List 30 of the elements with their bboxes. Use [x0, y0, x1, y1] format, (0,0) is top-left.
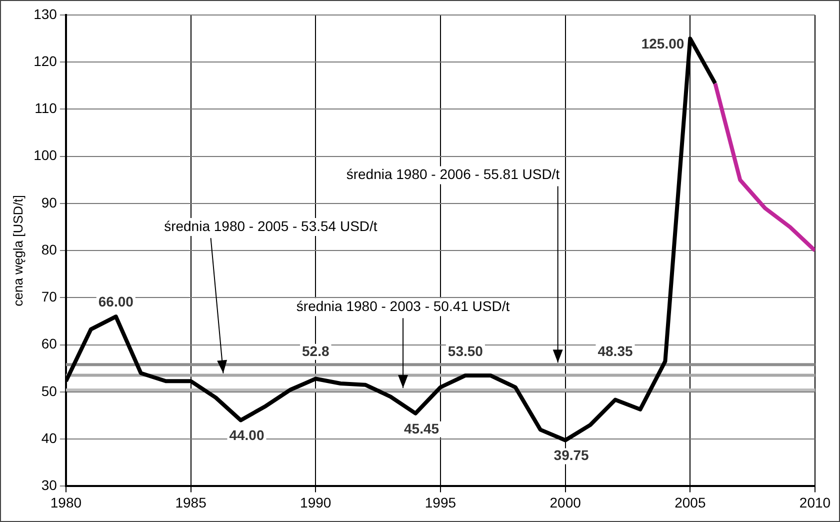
y-tick-label: 100 [34, 147, 58, 164]
data-label: 39.75 [554, 447, 590, 464]
y-tick-label: 110 [34, 100, 58, 116]
data-label: 45.45 [404, 420, 440, 436]
y-tick-label: 90 [41, 194, 58, 210]
y-axis-title: cena węgla [USD/t] [10, 194, 26, 306]
data-label: 66.00 [98, 293, 134, 310]
x-tick-label: 2000 [550, 494, 582, 510]
x-tick-label: 2010 [799, 494, 831, 510]
y-tick-label: 80 [41, 241, 58, 258]
ref-line-label: średnia 1980 - 2003 - 50.41 USD/t [296, 298, 510, 314]
y-tick-label: 130 [34, 6, 58, 22]
x-tick-label: 1990 [300, 494, 332, 510]
data-label: 52.8 [302, 342, 330, 359]
y-tick-label: 40 [41, 430, 58, 446]
x-tick-label: 1995 [424, 494, 456, 510]
ref-line-label: średnia 1980 - 2005 - 53.54 USD/t [164, 218, 378, 234]
data-label: 48.35 [598, 342, 633, 359]
y-tick-label: 30 [41, 477, 58, 494]
y-tick-label: 50 [41, 382, 58, 399]
data-label: 125.00 [641, 35, 684, 52]
x-tick-label: 2005 [674, 494, 706, 510]
x-tick-label: 1980 [50, 494, 82, 510]
y-tick-label: 60 [41, 336, 58, 352]
data-label: 53.50 [448, 342, 484, 359]
x-tick-label: 1985 [175, 494, 207, 510]
y-tick-label: 70 [41, 288, 58, 305]
data-label: 44.00 [229, 427, 264, 444]
ref-line-label: średnia 1980 - 2006 - 55.81 USD/t [346, 166, 560, 182]
y-tick-label: 120 [34, 52, 58, 69]
